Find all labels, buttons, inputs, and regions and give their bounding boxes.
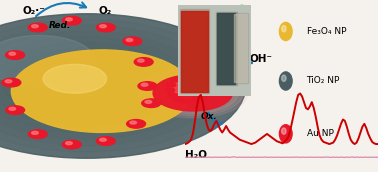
- Bar: [181, 11, 208, 92]
- Circle shape: [166, 88, 175, 92]
- Circle shape: [32, 25, 38, 28]
- Text: Ox.: Ox.: [200, 112, 217, 121]
- Circle shape: [127, 120, 146, 128]
- Circle shape: [96, 137, 115, 145]
- Circle shape: [188, 70, 197, 74]
- Circle shape: [134, 58, 153, 66]
- Circle shape: [16, 54, 149, 114]
- Circle shape: [279, 22, 292, 41]
- Circle shape: [9, 107, 15, 110]
- Circle shape: [62, 140, 81, 149]
- Circle shape: [191, 99, 200, 103]
- Circle shape: [138, 68, 248, 118]
- Circle shape: [167, 83, 176, 87]
- Circle shape: [28, 23, 47, 32]
- Circle shape: [29, 60, 135, 108]
- Circle shape: [4, 48, 163, 120]
- Circle shape: [0, 37, 190, 133]
- Circle shape: [9, 52, 15, 55]
- Circle shape: [206, 79, 215, 83]
- Circle shape: [181, 99, 190, 103]
- Circle shape: [147, 72, 239, 114]
- Circle shape: [205, 84, 214, 88]
- Circle shape: [142, 99, 161, 108]
- Circle shape: [0, 14, 246, 158]
- Circle shape: [100, 138, 106, 141]
- Text: O₂·⁻: O₂·⁻: [23, 6, 45, 16]
- Bar: [216, 12, 237, 85]
- Circle shape: [167, 93, 177, 97]
- Circle shape: [5, 80, 12, 83]
- Circle shape: [153, 75, 232, 111]
- Text: H₂O: H₂O: [185, 150, 207, 160]
- Circle shape: [66, 18, 72, 21]
- Circle shape: [143, 70, 243, 116]
- Circle shape: [198, 96, 207, 100]
- Circle shape: [62, 16, 81, 25]
- Circle shape: [282, 25, 286, 32]
- Circle shape: [96, 23, 115, 32]
- Circle shape: [100, 25, 106, 28]
- Circle shape: [0, 14, 246, 158]
- Circle shape: [204, 74, 213, 79]
- Circle shape: [6, 51, 25, 59]
- Circle shape: [42, 65, 121, 101]
- Circle shape: [138, 82, 157, 90]
- Bar: [180, 9, 209, 93]
- Circle shape: [126, 39, 133, 41]
- Circle shape: [54, 71, 107, 95]
- Circle shape: [0, 19, 232, 152]
- Circle shape: [172, 97, 181, 101]
- Circle shape: [141, 83, 148, 86]
- Circle shape: [0, 42, 177, 127]
- Text: O₂: O₂: [98, 6, 112, 16]
- Circle shape: [279, 125, 292, 143]
- Circle shape: [0, 31, 204, 139]
- Circle shape: [279, 72, 292, 90]
- Circle shape: [170, 78, 179, 82]
- Circle shape: [170, 82, 195, 94]
- Circle shape: [66, 142, 72, 145]
- Circle shape: [130, 121, 136, 124]
- Circle shape: [0, 35, 95, 86]
- Circle shape: [2, 78, 21, 87]
- Circle shape: [203, 91, 212, 95]
- Bar: [217, 13, 235, 84]
- Circle shape: [123, 37, 142, 46]
- Circle shape: [0, 25, 218, 146]
- Text: Au NP: Au NP: [307, 129, 333, 138]
- Circle shape: [43, 64, 107, 93]
- Circle shape: [282, 128, 286, 134]
- Text: Red.: Red.: [49, 20, 71, 30]
- Circle shape: [198, 72, 207, 76]
- Text: TiO₂ NP: TiO₂ NP: [307, 77, 340, 85]
- Circle shape: [145, 100, 152, 103]
- Circle shape: [6, 106, 25, 114]
- Bar: [232, 13, 248, 83]
- Circle shape: [282, 75, 286, 81]
- Circle shape: [67, 77, 93, 89]
- Circle shape: [11, 50, 193, 132]
- Circle shape: [32, 131, 38, 134]
- Text: OH⁻: OH⁻: [249, 54, 273, 64]
- Text: Fe₃O₄ NP: Fe₃O₄ NP: [307, 27, 346, 36]
- Circle shape: [28, 130, 47, 138]
- Bar: [234, 14, 247, 82]
- Circle shape: [179, 71, 188, 75]
- Circle shape: [138, 59, 144, 62]
